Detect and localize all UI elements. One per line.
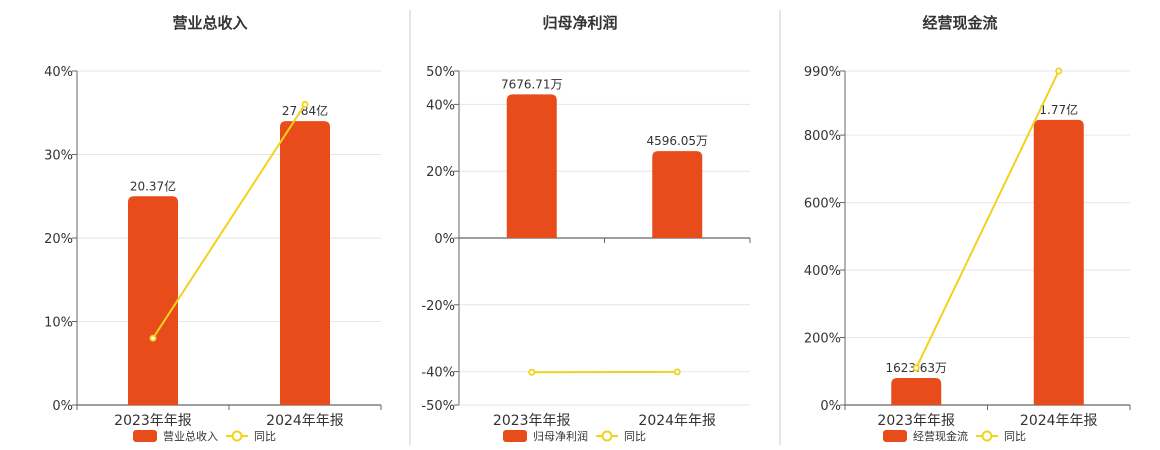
bar [280,121,330,405]
x-tick-label: 2024年年报 [1020,413,1098,429]
y-tick-label: 600% [804,197,841,212]
x-tick-label: 2023年年报 [877,413,955,429]
legend-bar-label: 营业总收入 [163,429,218,443]
yoy-point [528,368,536,376]
chart-panel-3: 经营现金流 0% 200% 400% 600% 800% 990% 2023年年报 2024年年… [804,14,1131,443]
y-tick-label: 50% [426,65,455,80]
legend-line-marker [231,430,243,442]
x-tick-label: 2023年年报 [493,413,571,429]
y-tick-label: -20% [421,299,455,314]
y-tick-label: 30% [44,149,73,164]
legend-bar-swatch [133,430,157,442]
y-tick-label: 0% [52,399,73,414]
y-tick-label: -40% [421,366,455,381]
x-tick-label: 2024年年报 [266,413,344,429]
yoy-line [152,103,306,339]
y-tick-label: 40% [44,65,73,80]
y-tick-label: 200% [804,332,841,347]
legend-bar-swatch [503,430,527,442]
legend-line-label: 同比 [254,430,276,443]
y-tick-label: 400% [804,264,841,279]
chart-title: 经营现金流 [922,14,997,32]
bar-data-label: 27.84亿 [282,103,328,118]
bar-data-label: 1.77亿 [1039,102,1078,117]
yoy-point [301,100,309,108]
y-tick-label: 990% [804,65,841,80]
yoy-point [149,334,157,342]
x-tick-label: 2024年年报 [638,413,716,429]
chart-title: 营业总收入 [172,14,247,32]
chart-panel-1: 营业总收入 0% 10% 20% 30% 40% 2023年年报 2024年年报 20.37亿 2… [44,14,382,443]
y-tick-label: 20% [44,232,73,247]
x-tick-label: 2023年年报 [114,413,192,429]
bar [1033,119,1084,405]
yoy-point [1055,67,1063,75]
legend-line-marker [981,430,993,442]
y-tick-label: -50% [421,399,455,414]
yoy-point [673,368,681,376]
bar [506,94,557,238]
bar [891,378,942,405]
bar-data-label: 4596.05万 [646,134,708,148]
legend-bar-label: 经营现金流 [913,429,968,443]
y-tick-label: 0% [820,399,841,414]
y-tick-label: 40% [426,98,455,113]
legend-line-label: 同比 [1004,430,1026,443]
legend-bar-swatch [883,430,907,442]
legend-line-label: 同比 [624,430,646,443]
bar-data-label: 7676.71万 [501,77,563,91]
y-tick-label: 0% [434,232,455,247]
bar [128,196,178,405]
chart-panel-2: 归母净利润 -50% -40% -20% 0% 20% 40% 50% 2023年年报 2024年… [421,14,751,443]
y-tick-label: 800% [804,129,841,144]
yoy-line [915,70,1060,369]
legend-line-marker [601,430,613,442]
bar-data-label: 20.37亿 [130,178,176,193]
y-tick-label: 10% [44,316,73,331]
legend-bar-label: 归母净利润 [533,429,588,443]
y-tick-label: 20% [426,165,455,180]
bar [652,151,703,238]
chart-title: 归母净利润 [542,14,617,32]
yoy-point [912,364,920,372]
